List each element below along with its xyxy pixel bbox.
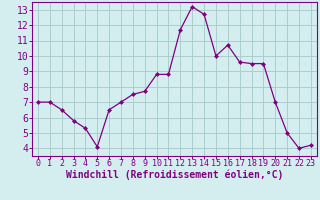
X-axis label: Windchill (Refroidissement éolien,°C): Windchill (Refroidissement éolien,°C) <box>66 170 283 180</box>
